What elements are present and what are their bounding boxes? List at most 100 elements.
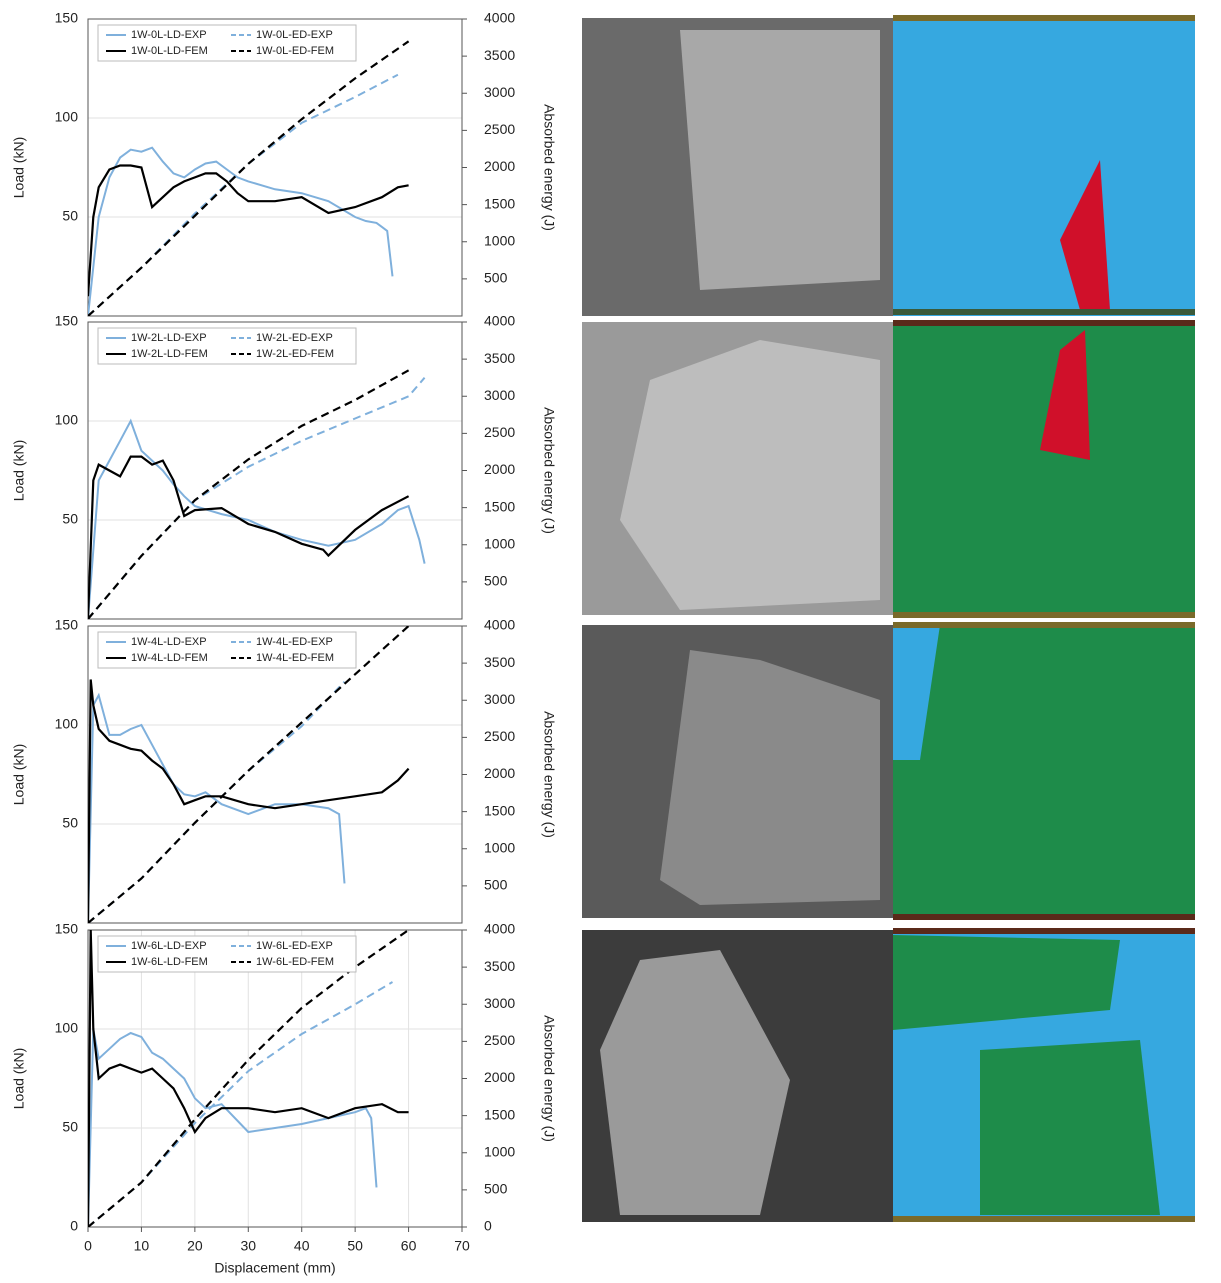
data-line <box>88 377 426 619</box>
plate <box>893 320 1195 326</box>
y2-tick-label: 1000 <box>484 232 515 248</box>
y2-tick-label: 3000 <box>484 84 515 100</box>
photo-detail <box>600 950 790 1215</box>
x-tick-label: 50 <box>347 1238 363 1254</box>
y2-tick-label: 500 <box>484 1181 508 1197</box>
y-tick-label: 100 <box>55 1020 79 1036</box>
legend-label: 1W-4L-ED-EXP <box>256 636 333 648</box>
y-tick-label: 100 <box>55 412 79 428</box>
y2-tick-label: 3000 <box>484 387 515 403</box>
y2-tick-label: 2000 <box>484 1069 515 1085</box>
fem-image <box>893 18 1195 316</box>
y-tick-label: 50 <box>62 1119 78 1135</box>
y-axis-title: Load (kN) <box>11 1048 27 1109</box>
y2-tick-label: 2500 <box>484 121 515 137</box>
y2-tick-label: 4000 <box>484 921 515 937</box>
y2-tick-label: 4000 <box>484 313 515 329</box>
plate <box>893 928 1195 934</box>
plate <box>893 309 1195 315</box>
y2-tick-label: 3500 <box>484 350 515 366</box>
fem-image <box>893 625 1195 918</box>
fem-detail <box>893 935 1120 1030</box>
y-axis-title: Load (kN) <box>11 744 27 805</box>
chart-panel: 0501001500500100015002000250030003500400… <box>11 921 558 1276</box>
x-tick-label: 40 <box>294 1238 310 1254</box>
y2-tick-label: 3000 <box>484 691 515 707</box>
fem-detail <box>980 1040 1160 1215</box>
legend-label: 1W-2L-ED-FEM <box>256 348 334 360</box>
data-line <box>88 40 410 316</box>
legend-box <box>97 631 357 669</box>
specimen-images <box>582 15 1195 1222</box>
y2-tick-label: 2000 <box>484 158 515 174</box>
legend-label: 1W-6L-ED-FEM <box>256 956 334 968</box>
photo-detail <box>660 650 880 905</box>
y2-tick-label: 500 <box>484 270 508 286</box>
data-line <box>88 930 410 1227</box>
x-axis-title: Displacement (mm) <box>214 1260 335 1276</box>
plate <box>893 15 1195 21</box>
y-tick-label: 50 <box>62 511 78 527</box>
y2-tick-label: 1500 <box>484 498 515 514</box>
data-line <box>88 692 346 923</box>
legend-box <box>97 327 357 365</box>
y-tick-label: 150 <box>55 313 79 329</box>
y2-axis-title: Absorbed energy (J) <box>541 711 557 838</box>
plate <box>893 914 1195 920</box>
data-line <box>88 626 410 923</box>
legend-label: 1W-6L-LD-EXP <box>131 940 207 952</box>
photo-detail <box>620 340 880 610</box>
y-tick-label: 50 <box>62 815 78 831</box>
chart-panel: 50 100 150 500 1000 1500 2000 2500 3000 3500 4000 L… <box>11 10 557 317</box>
plot-frame <box>87 625 463 924</box>
y-tick-label: 100 <box>55 109 79 125</box>
x-tick-label: 10 <box>134 1238 150 1254</box>
y-axis-title: Load (kN) <box>11 137 27 198</box>
fem-image <box>893 322 1195 615</box>
fem-damage <box>1040 330 1090 460</box>
x-tick-label: 30 <box>240 1238 256 1254</box>
y-tick-label: 150 <box>55 921 79 937</box>
plot-frame <box>87 321 463 620</box>
y2-tick-label: 1500 <box>484 1106 515 1122</box>
y2-tick-label: 4000 <box>484 10 515 26</box>
data-line <box>88 1028 378 1227</box>
data-line <box>88 164 409 297</box>
data-line <box>88 930 409 1227</box>
chart-panel: 50 100 150 500 1000 1500 2000 2500 3000 3500 4000 L… <box>11 617 557 924</box>
plate <box>893 1216 1195 1222</box>
y2-tick-label: 3500 <box>484 47 515 63</box>
y2-tick-label: 2500 <box>484 728 515 744</box>
y-axis-title: Load (kN) <box>11 440 27 501</box>
y2-axis-title: Absorbed energy (J) <box>541 407 557 534</box>
legend-label: 1W-6L-ED-EXP <box>256 940 333 952</box>
y2-tick-label: 3500 <box>484 654 515 670</box>
y2-tick-label: 1000 <box>484 535 515 551</box>
chart-panel: 50 100 150 500 1000 1500 2000 2500 3000 3500 4000 L… <box>11 313 557 620</box>
y2-axis-title: Absorbed energy (J) <box>541 104 557 231</box>
x-tick-label: 60 <box>401 1238 417 1254</box>
y-tick-label: 0 <box>70 1218 78 1234</box>
data-line <box>88 679 410 923</box>
y-tick-label: 150 <box>55 617 79 633</box>
legend-label: 1W-0L-ED-EXP <box>256 29 333 41</box>
y2-tick-label: 1000 <box>484 839 515 855</box>
y2-tick-label: 2500 <box>484 424 515 440</box>
y2-tick-label: 3000 <box>484 995 515 1011</box>
fem-detail <box>893 625 940 760</box>
data-line <box>88 146 394 316</box>
y-tick-label: 150 <box>55 10 79 26</box>
y2-tick-label: 500 <box>484 877 508 893</box>
data-line <box>88 73 399 316</box>
y2-tick-label: 4000 <box>484 617 515 633</box>
legend-label: 1W-2L-LD-EXP <box>131 332 207 344</box>
legend-label: 1W-4L-LD-FEM <box>131 652 208 664</box>
y-tick-label: 50 <box>62 208 78 224</box>
plate <box>893 612 1195 618</box>
legend-label: 1W-4L-LD-EXP <box>131 636 207 648</box>
legend-label: 1W-2L-LD-FEM <box>131 348 208 360</box>
y2-tick-label: 2000 <box>484 461 515 477</box>
legend-label: 1W-0L-LD-FEM <box>131 45 208 57</box>
y2-tick-label: 1000 <box>484 1143 515 1159</box>
